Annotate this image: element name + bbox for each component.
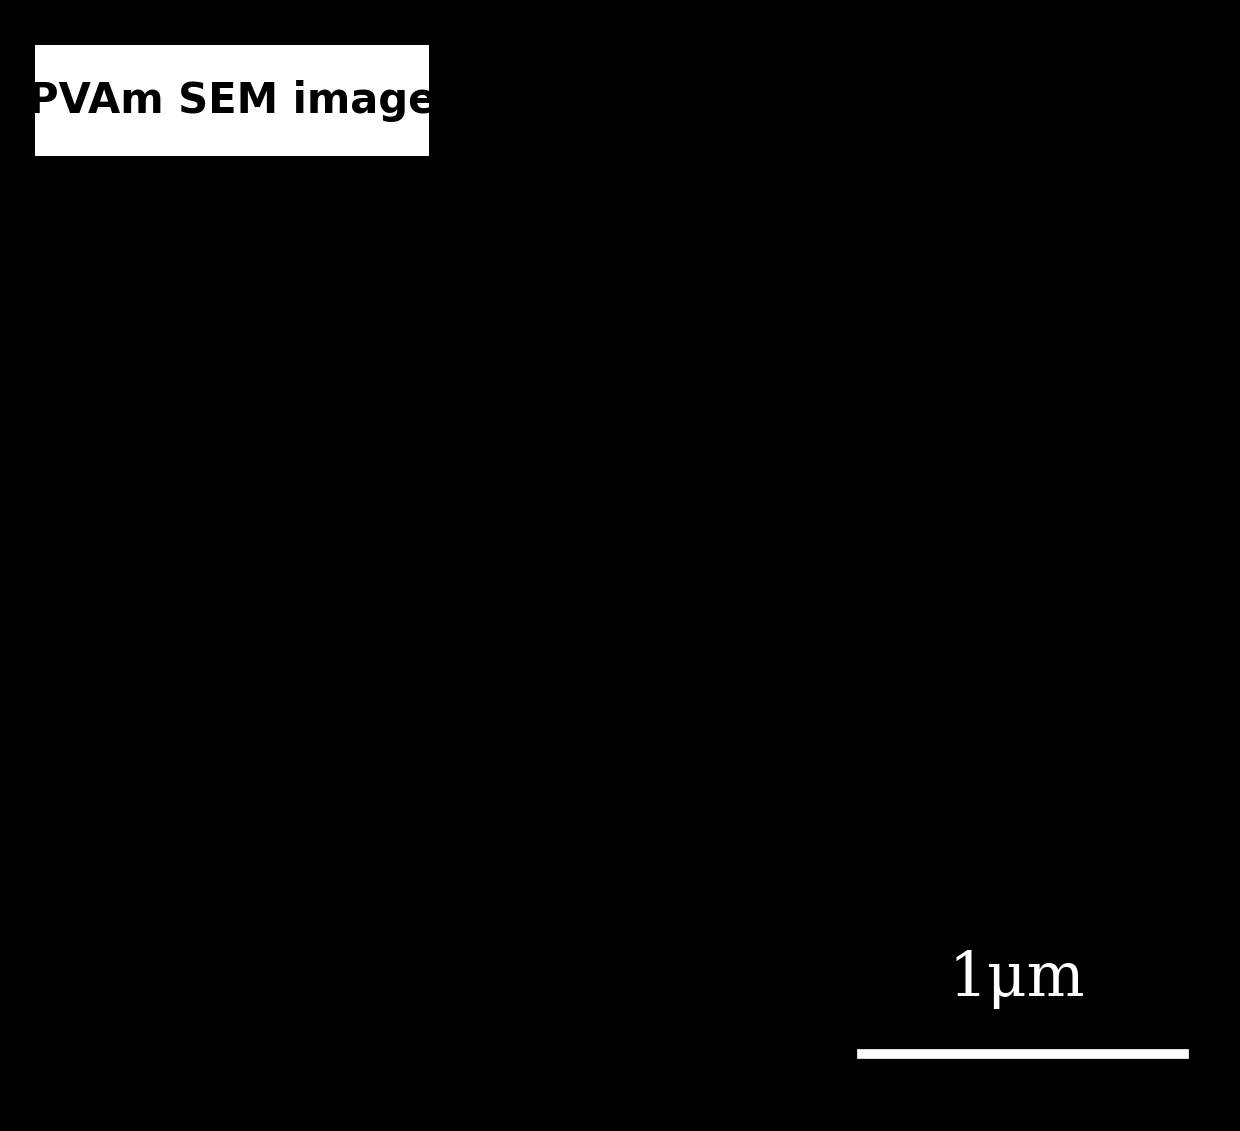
Bar: [35, 45, 429, 156]
Text: 1μm: 1μm: [949, 949, 1085, 1009]
Text: PVAm SEM image: PVAm SEM image: [27, 79, 436, 122]
